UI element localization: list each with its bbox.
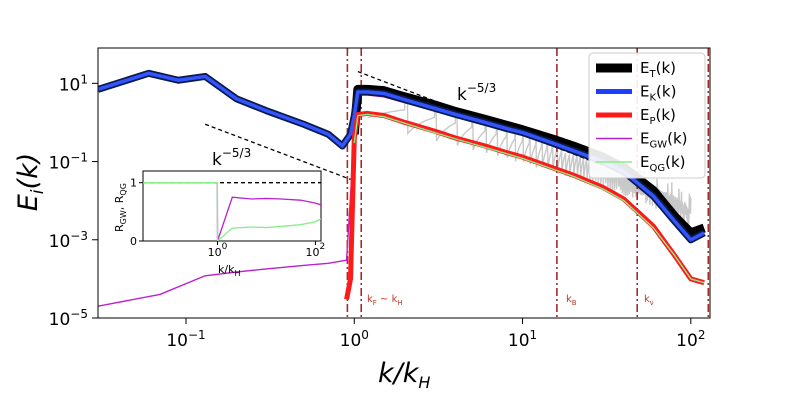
x-axis-title: k/kH <box>378 358 430 392</box>
y-tick-label-2: 10−3 <box>49 229 88 252</box>
slope-label-low: k−5/3 <box>212 146 251 170</box>
legend-label-0: ET(k) <box>640 59 676 80</box>
legend-label-1: EK(k) <box>640 83 676 104</box>
reference-line-0 <box>204 123 351 180</box>
inset-series-rqg <box>143 182 321 241</box>
y-tick-label-0: 101 <box>59 72 88 95</box>
legend-label-2: EP(k) <box>640 106 676 127</box>
inset-y-tick-label-1: 1 <box>130 177 137 190</box>
x-tick-label-1: 100 <box>340 328 369 351</box>
vline-label-kb: kB <box>566 294 577 307</box>
series-epk <box>344 110 705 300</box>
y-axis-title: Ei(k) <box>13 153 48 212</box>
x-tick-label-2: 101 <box>508 328 537 351</box>
plot-frame <box>97 47 711 319</box>
inset-series <box>143 182 321 241</box>
series-eqgk <box>353 113 705 284</box>
inset-x-label: k/kH <box>218 263 240 278</box>
y-tick-label-3: 10−5 <box>49 307 88 330</box>
y-tick-label-1: 10−1 <box>49 151 88 174</box>
inset-y-tick-label-0: 0 <box>130 235 137 248</box>
legend: ET(k)EK(k)EP(k)EGW(k)EQG(k) <box>588 52 706 179</box>
legend-box <box>588 52 706 179</box>
inset-y-label: RGW, RQG <box>113 183 128 232</box>
vline-label-knu: kν <box>644 294 654 307</box>
slope-label-high: k−5/3 <box>457 81 496 105</box>
inset-frame <box>142 170 322 242</box>
legend-label-3: EGW(k) <box>640 130 688 151</box>
x-tick-label-0: 10−1 <box>166 328 205 351</box>
vline-label-kf: kF ~ kH <box>367 294 403 307</box>
x-tick-label-3: 102 <box>676 328 705 351</box>
